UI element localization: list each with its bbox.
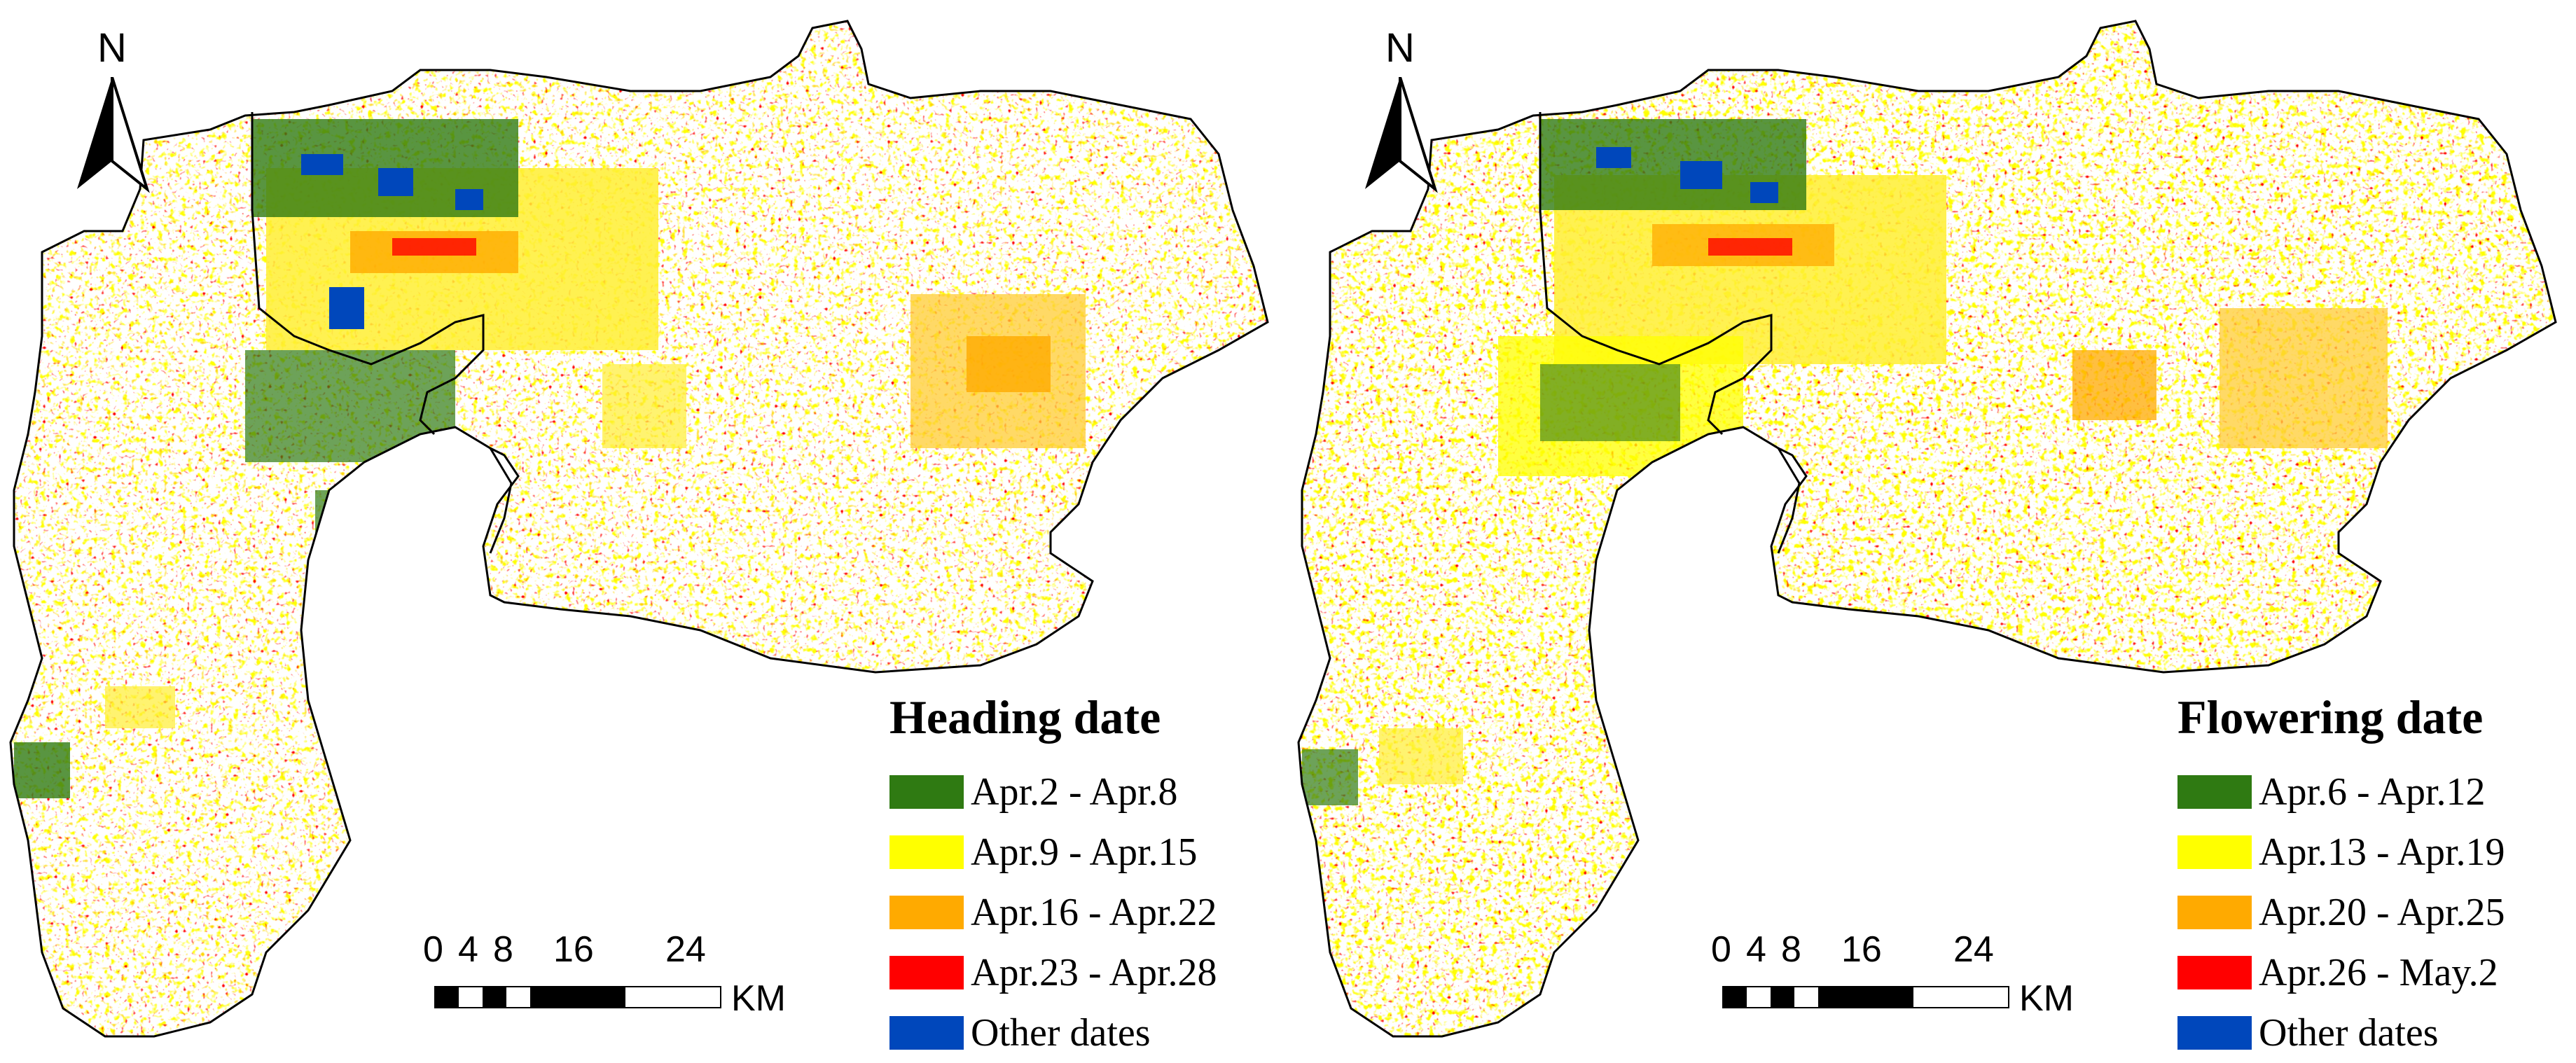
north-label: N: [1385, 25, 1415, 71]
scale-bar: 0 4 8 16 24 KM: [423, 929, 826, 1022]
legend-item: Other dates: [889, 1003, 1310, 1063]
legend-item: Apr.6 - Apr.12: [2177, 762, 2576, 822]
district-boundary: [1539, 112, 1773, 436]
heading-date-map-panel: N 0 4 8 16 24 KM Heading date Apr.2 - Ap…: [0, 0, 1288, 1055]
scale-tick-label: 8: [1781, 929, 1801, 970]
legend-swatch: [889, 896, 964, 929]
legend: Heading date Apr.2 - Apr.8 Apr.9 - Apr.1…: [889, 693, 1310, 1063]
north-arrow: N: [70, 28, 154, 196]
scale-tick-label: 8: [493, 929, 513, 970]
scale-tick-label: 4: [458, 929, 478, 970]
legend-label: Other dates: [2259, 1011, 2439, 1055]
legend-swatch: [2177, 896, 2252, 929]
scale-tick-label: 0: [1711, 929, 1731, 970]
flowering-date-map: [1297, 20, 2557, 1038]
district-boundary: [1777, 447, 1801, 554]
north-arrow-icon: [77, 77, 150, 193]
legend-label: Apr.16 - Apr.22: [971, 891, 1217, 934]
scale-tick-label: 4: [1746, 929, 1766, 970]
legend-swatch: [2177, 956, 2252, 989]
scale-tick-label: 0: [423, 929, 443, 970]
scale-tick-label: 24: [1953, 929, 1994, 970]
legend-label: Apr.13 - Apr.19: [2259, 831, 2505, 874]
scale-bar-graphic: [434, 986, 721, 1008]
legend-label: Apr.26 - May.2: [2259, 951, 2498, 994]
scale-tick-label: 24: [665, 929, 706, 970]
legend-label: Apr.2 - Apr.8: [971, 770, 1178, 814]
legend-item: Apr.23 - Apr.28: [889, 943, 1310, 1003]
legend-swatch: [2177, 835, 2252, 869]
legend-label: Apr.20 - Apr.25: [2259, 891, 2505, 934]
scale-bar-graphic: [1722, 986, 2009, 1008]
north-label: N: [97, 25, 127, 71]
legend-swatch: [889, 956, 964, 989]
legend-swatch: [889, 1016, 964, 1050]
legend-item: Apr.13 - Apr.19: [2177, 822, 2576, 882]
legend-title: Flowering date: [2177, 690, 2484, 744]
legend-item: Apr.9 - Apr.15: [889, 822, 1310, 882]
scale-unit-label: KM: [2019, 978, 2074, 1019]
legend-label: Apr.23 - Apr.28: [971, 951, 1217, 994]
legend: Flowering date Apr.6 - Apr.12 Apr.13 - A…: [2177, 693, 2576, 1063]
district-boundary: [251, 112, 485, 436]
legend-label: Other dates: [971, 1011, 1151, 1055]
scale-tick-label: 16: [553, 929, 594, 970]
legend-label: Apr.6 - Apr.12: [2259, 770, 2486, 814]
north-arrow-icon: [1365, 77, 1438, 193]
heading-date-map: [9, 20, 1269, 1038]
legend-swatch: [2177, 775, 2252, 809]
legend-title: Heading date: [889, 690, 1161, 744]
scale-bar: 0 4 8 16 24 KM: [1711, 929, 2114, 1022]
legend-item: Apr.2 - Apr.8: [889, 762, 1310, 822]
legend-item: Other dates: [2177, 1003, 2576, 1063]
scale-unit-label: KM: [731, 978, 786, 1019]
legend-label: Apr.9 - Apr.15: [971, 831, 1198, 874]
legend-swatch: [2177, 1016, 2252, 1050]
scale-tick-label: 16: [1841, 929, 1882, 970]
legend-swatch: [889, 835, 964, 869]
district-boundary: [489, 447, 513, 554]
legend-item: Apr.16 - Apr.22: [889, 882, 1310, 943]
legend-swatch: [889, 775, 964, 809]
flowering-date-map-panel: N 0 4 8 16 24 KM Flowering date Apr.6 - …: [1288, 0, 2576, 1055]
north-arrow: N: [1358, 28, 1442, 196]
legend-item: Apr.26 - May.2: [2177, 943, 2576, 1003]
legend-item: Apr.20 - Apr.25: [2177, 882, 2576, 943]
